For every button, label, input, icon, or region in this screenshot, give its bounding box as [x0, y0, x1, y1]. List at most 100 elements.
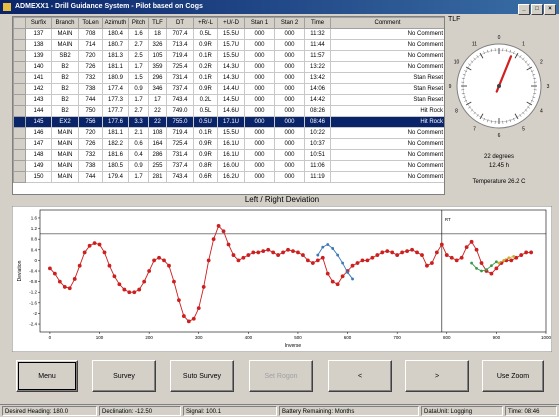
tlf-percent-text: 12.45 h	[446, 163, 552, 169]
row-header[interactable]	[14, 84, 26, 95]
column-header[interactable]: ToLen	[79, 18, 103, 29]
column-header[interactable]: +U/-D	[218, 18, 245, 29]
set-rogon-button[interactable]: Set Rogon	[249, 360, 313, 392]
window-title: ADMEXX1 - Drill Guidance System - Pilot …	[15, 3, 203, 10]
data-point	[331, 280, 335, 284]
table-cell: 150	[26, 172, 52, 183]
column-header[interactable]: Time	[305, 18, 331, 29]
dial-tick-label: 2	[540, 60, 543, 66]
row-header[interactable]	[14, 51, 26, 62]
table-cell: 11:44	[305, 40, 331, 51]
table-cell: 108	[149, 128, 167, 139]
row-header[interactable]	[14, 73, 26, 84]
column-header[interactable]: Branch	[52, 18, 79, 29]
table-cell: 255	[149, 161, 167, 172]
row-header[interactable]	[14, 40, 26, 51]
column-header[interactable]: Stan 1	[245, 18, 275, 29]
data-point	[227, 243, 231, 247]
table-cell: EX2	[52, 117, 79, 128]
table-cell: 2.7	[129, 40, 149, 51]
data-point	[326, 272, 330, 276]
menu-button[interactable]: Menu	[16, 360, 78, 392]
table-cell: 180.7	[103, 40, 129, 51]
table-cell: 18	[149, 29, 167, 40]
data-point	[122, 288, 126, 292]
survey-button[interactable]: Survey	[92, 360, 156, 392]
column-header[interactable]: DT	[167, 18, 194, 29]
table-cell: 14.6U	[218, 106, 245, 117]
row-header[interactable]	[14, 161, 26, 172]
table-cell: 000	[245, 51, 275, 62]
row-header[interactable]	[14, 29, 26, 40]
table-cell: 714	[79, 40, 103, 51]
use-zoom-button[interactable]: Use Zoom	[482, 360, 544, 392]
minimize-button[interactable]: _	[518, 4, 530, 15]
data-point	[341, 274, 345, 278]
suto-survey-button[interactable]: Suto Survey	[170, 360, 234, 392]
row-header[interactable]	[14, 128, 26, 139]
row-header[interactable]	[14, 95, 26, 106]
dial-tick-label: 1	[522, 42, 525, 48]
data-point	[172, 280, 176, 284]
table-cell: 000	[275, 84, 305, 95]
data-point	[512, 255, 515, 258]
row-header[interactable]	[14, 139, 26, 150]
table-cell: Hit Rock	[331, 106, 445, 117]
table-cell: B2	[52, 62, 79, 73]
row-header[interactable]	[14, 62, 26, 73]
data-point	[152, 258, 156, 262]
column-header[interactable]: TLF	[149, 18, 167, 29]
row-header[interactable]	[14, 106, 26, 117]
data-point	[147, 269, 151, 273]
table-cell: 105	[149, 51, 167, 62]
data-point	[177, 298, 181, 302]
maximize-button[interactable]: □	[531, 4, 543, 15]
column-header[interactable]: Surfix	[26, 18, 52, 29]
x-tick-label: 600	[344, 335, 352, 340]
table-cell: 08:46	[305, 117, 331, 128]
data-point	[470, 262, 473, 265]
table-cell: 10:51	[305, 150, 331, 161]
table-cell: 000	[245, 84, 275, 95]
nav-4-button[interactable]: <	[328, 360, 392, 392]
nav-5-button[interactable]: >	[405, 360, 469, 392]
table-cell: B2	[52, 95, 79, 106]
column-header[interactable]: Comment	[331, 18, 445, 29]
y-tick-label: -2.4	[29, 322, 37, 327]
data-point	[291, 249, 295, 253]
column-header[interactable]: Pitch	[129, 18, 149, 29]
column-header[interactable]: +R/-L	[194, 18, 218, 29]
data-point	[425, 264, 429, 268]
y-tick-label: -2	[33, 311, 37, 316]
table-cell: 359	[149, 62, 167, 73]
row-header[interactable]	[14, 172, 26, 183]
table-cell: 181.6	[103, 150, 129, 161]
table-cell: 326	[149, 40, 167, 51]
row-header[interactable]	[14, 150, 26, 161]
table-cell: 000	[245, 161, 275, 172]
row-header[interactable]	[14, 117, 26, 128]
data-point	[502, 259, 505, 262]
close-button[interactable]: ×	[544, 4, 556, 15]
column-header[interactable]: Stan 2	[275, 18, 305, 29]
data-point	[410, 248, 414, 252]
column-header[interactable]: Azimuth	[103, 18, 129, 29]
table-cell: No Comment	[331, 172, 445, 183]
